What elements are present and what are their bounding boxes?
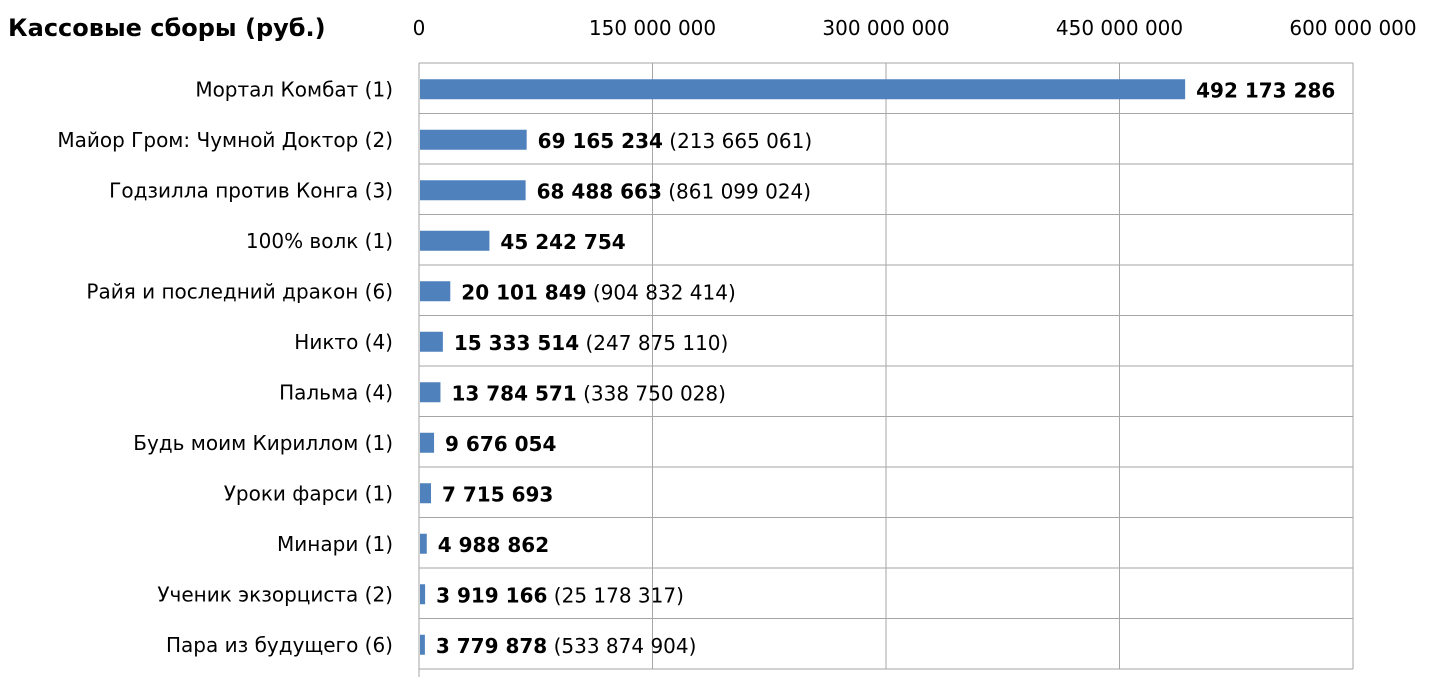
grid-lines — [418, 62, 1354, 677]
data-label-total: (861 099 024) — [662, 179, 811, 203]
bar — [420, 432, 435, 453]
data-label-value: 9 676 054 — [445, 432, 556, 456]
category-label: Пара из будущего (6) — [166, 633, 393, 657]
bar — [420, 180, 526, 201]
data-label-total: (213 665 061) — [663, 129, 812, 153]
value-labels: 492 173 286 69 165 234 (213 665 061) 68 48… — [436, 78, 1335, 658]
data-label-value: 68 488 663 — [537, 179, 662, 203]
data-label: 20 101 849 (904 832 414) — [461, 280, 735, 304]
data-label-value: 7 715 693 — [442, 482, 553, 506]
data-label-value: 3 919 166 — [436, 583, 547, 607]
data-label: 45 242 754 — [500, 230, 625, 254]
data-label: 4 988 862 — [438, 533, 549, 557]
category-label: Уроки фарси (1) — [224, 481, 393, 505]
data-label-value: 20 101 849 — [461, 280, 586, 304]
x-tick-label: 150 000 000 — [589, 16, 716, 40]
bar — [420, 382, 441, 403]
data-label-value: 4 988 862 — [438, 533, 549, 557]
category-label: Будь моим Кириллом (1) — [133, 431, 393, 455]
data-label-value: 45 242 754 — [500, 230, 625, 254]
bar — [420, 584, 426, 605]
bar — [420, 281, 451, 302]
x-axis-ticks: 0 150 000 000 300 000 000 450 000 000 600 00… — [413, 16, 1417, 40]
x-tick-label: 450 000 000 — [1056, 16, 1183, 40]
category-label: Ученик экзорциста (2) — [157, 582, 393, 606]
bar — [420, 79, 1186, 100]
data-label: 3 919 166 (25 178 317) — [436, 583, 684, 607]
data-label: 9 676 054 — [445, 432, 556, 456]
data-label-total: (247 875 110) — [579, 331, 728, 355]
category-labels: Мортал Комбат (1) Майор Гром: Чумной Докт… — [57, 77, 393, 657]
data-label-total: (25 178 317) — [547, 583, 683, 607]
category-label: Мортал Комбат (1) — [195, 77, 393, 101]
bar — [420, 331, 443, 352]
data-label: 13 784 571 (338 750 028) — [451, 381, 725, 405]
bar — [420, 634, 425, 655]
data-label-total: (338 750 028) — [577, 381, 726, 405]
data-label-value: 492 173 286 — [1196, 78, 1335, 102]
data-label-value: 69 165 234 — [538, 129, 663, 153]
x-tick-label: 600 000 000 — [1289, 16, 1416, 40]
category-label: Пальма (4) — [279, 380, 393, 404]
data-label: 68 488 663 (861 099 024) — [537, 179, 811, 203]
data-label: 7 715 693 — [442, 482, 553, 506]
bar — [420, 230, 490, 251]
category-label: Райя и последний дракон (6) — [86, 279, 393, 303]
bar — [420, 483, 432, 504]
data-label-value: 3 779 878 — [436, 634, 547, 658]
category-label: Годзилла против Конга (3) — [109, 178, 393, 202]
data-label: 3 779 878 (533 874 904) — [436, 634, 697, 658]
data-label-total: (904 832 414) — [587, 280, 736, 304]
data-label-value: 13 784 571 — [451, 381, 576, 405]
data-label: 69 165 234 (213 665 061) — [538, 129, 812, 153]
data-label-value: 15 333 514 — [454, 331, 579, 355]
category-label: Минари (1) — [277, 532, 393, 556]
category-label: 100% волк (1) — [246, 229, 393, 253]
category-label: Никто (4) — [294, 330, 393, 354]
data-label: 15 333 514 (247 875 110) — [454, 331, 728, 355]
category-label: Майор Гром: Чумной Доктор (2) — [57, 128, 393, 152]
bar — [420, 129, 527, 150]
bars — [420, 79, 1186, 655]
bar — [420, 533, 427, 554]
chart-title: Кассовые сборы (руб.) — [8, 14, 326, 42]
data-label-total: (533 874 904) — [547, 634, 696, 658]
x-tick-label: 0 — [413, 16, 426, 40]
data-label: 492 173 286 — [1196, 78, 1335, 102]
x-tick-label: 300 000 000 — [822, 16, 949, 40]
